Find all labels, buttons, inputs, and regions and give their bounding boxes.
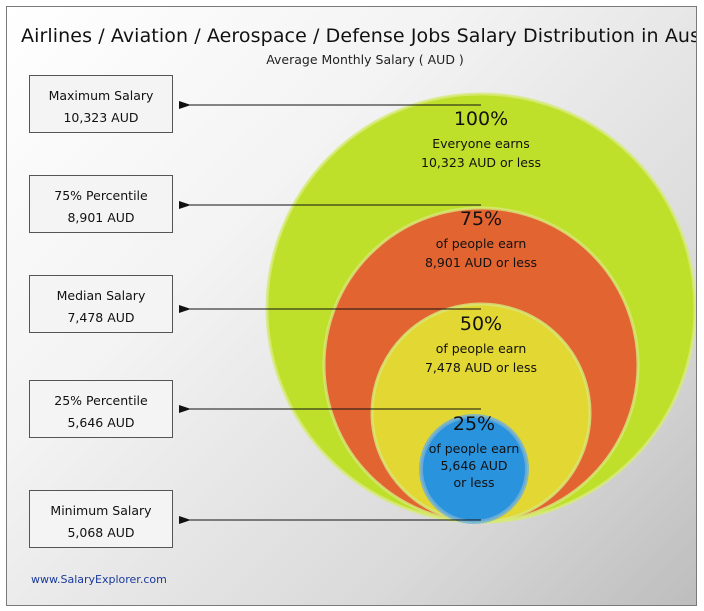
stat-label: Maximum Salary bbox=[48, 88, 154, 103]
circle-caption-line1: of people earn bbox=[429, 441, 520, 456]
stat-label: Median Salary bbox=[56, 288, 146, 303]
stat-value: 10,323 AUD bbox=[63, 110, 139, 125]
stat-label: Minimum Salary bbox=[50, 503, 152, 518]
circle-caption-line2: 10,323 AUD or less bbox=[421, 155, 541, 170]
stat-value: 8,901 AUD bbox=[67, 210, 135, 225]
circle-caption-line1: of people earn bbox=[436, 236, 527, 251]
stat-label: 25% Percentile bbox=[54, 393, 148, 408]
circle-caption-line1: Everyone earns bbox=[432, 136, 529, 151]
circle-percent-label: 100% bbox=[454, 108, 508, 130]
circle-percent-label: 50% bbox=[460, 313, 502, 335]
chart-frame: Airlines / Aviation / Aerospace / Defens… bbox=[6, 6, 697, 606]
stat-value: 5,068 AUD bbox=[67, 525, 135, 540]
circle-caption-line2: 5,646 AUD bbox=[440, 458, 507, 473]
stat-value: 7,478 AUD bbox=[67, 310, 135, 325]
chart-title: Airlines / Aviation / Aerospace / Defens… bbox=[21, 25, 697, 47]
circle-caption-line1: of people earn bbox=[436, 341, 527, 356]
stat-box-maximum: Maximum Salary 10,323 AUD bbox=[29, 75, 173, 133]
chart-subtitle: Average Monthly Salary ( AUD ) bbox=[266, 52, 464, 67]
source-link[interactable]: www.SalaryExplorer.com bbox=[31, 573, 167, 586]
stat-box-minimum: Minimum Salary 5,068 AUD bbox=[29, 490, 173, 548]
stat-box-75-percentile: 75% Percentile 8,901 AUD bbox=[29, 175, 173, 233]
circle-caption-line2: 8,901 AUD or less bbox=[425, 255, 537, 270]
circle-percent-label: 25% bbox=[453, 413, 495, 435]
circle-caption-line2: 7,478 AUD or less bbox=[425, 360, 537, 375]
stat-box-median: Median Salary 7,478 AUD bbox=[29, 275, 173, 333]
stat-value: 5,646 AUD bbox=[67, 415, 135, 430]
circle-percent-label: 75% bbox=[460, 208, 502, 230]
stat-box-25-percentile: 25% Percentile 5,646 AUD bbox=[29, 380, 173, 438]
chart-svg: 100% Everyone earns 10,323 AUD or less 75% o… bbox=[179, 92, 696, 524]
stat-label: 75% Percentile bbox=[54, 188, 148, 203]
circle-caption-line3: or less bbox=[454, 475, 495, 490]
circle-25-percent bbox=[419, 414, 529, 524]
